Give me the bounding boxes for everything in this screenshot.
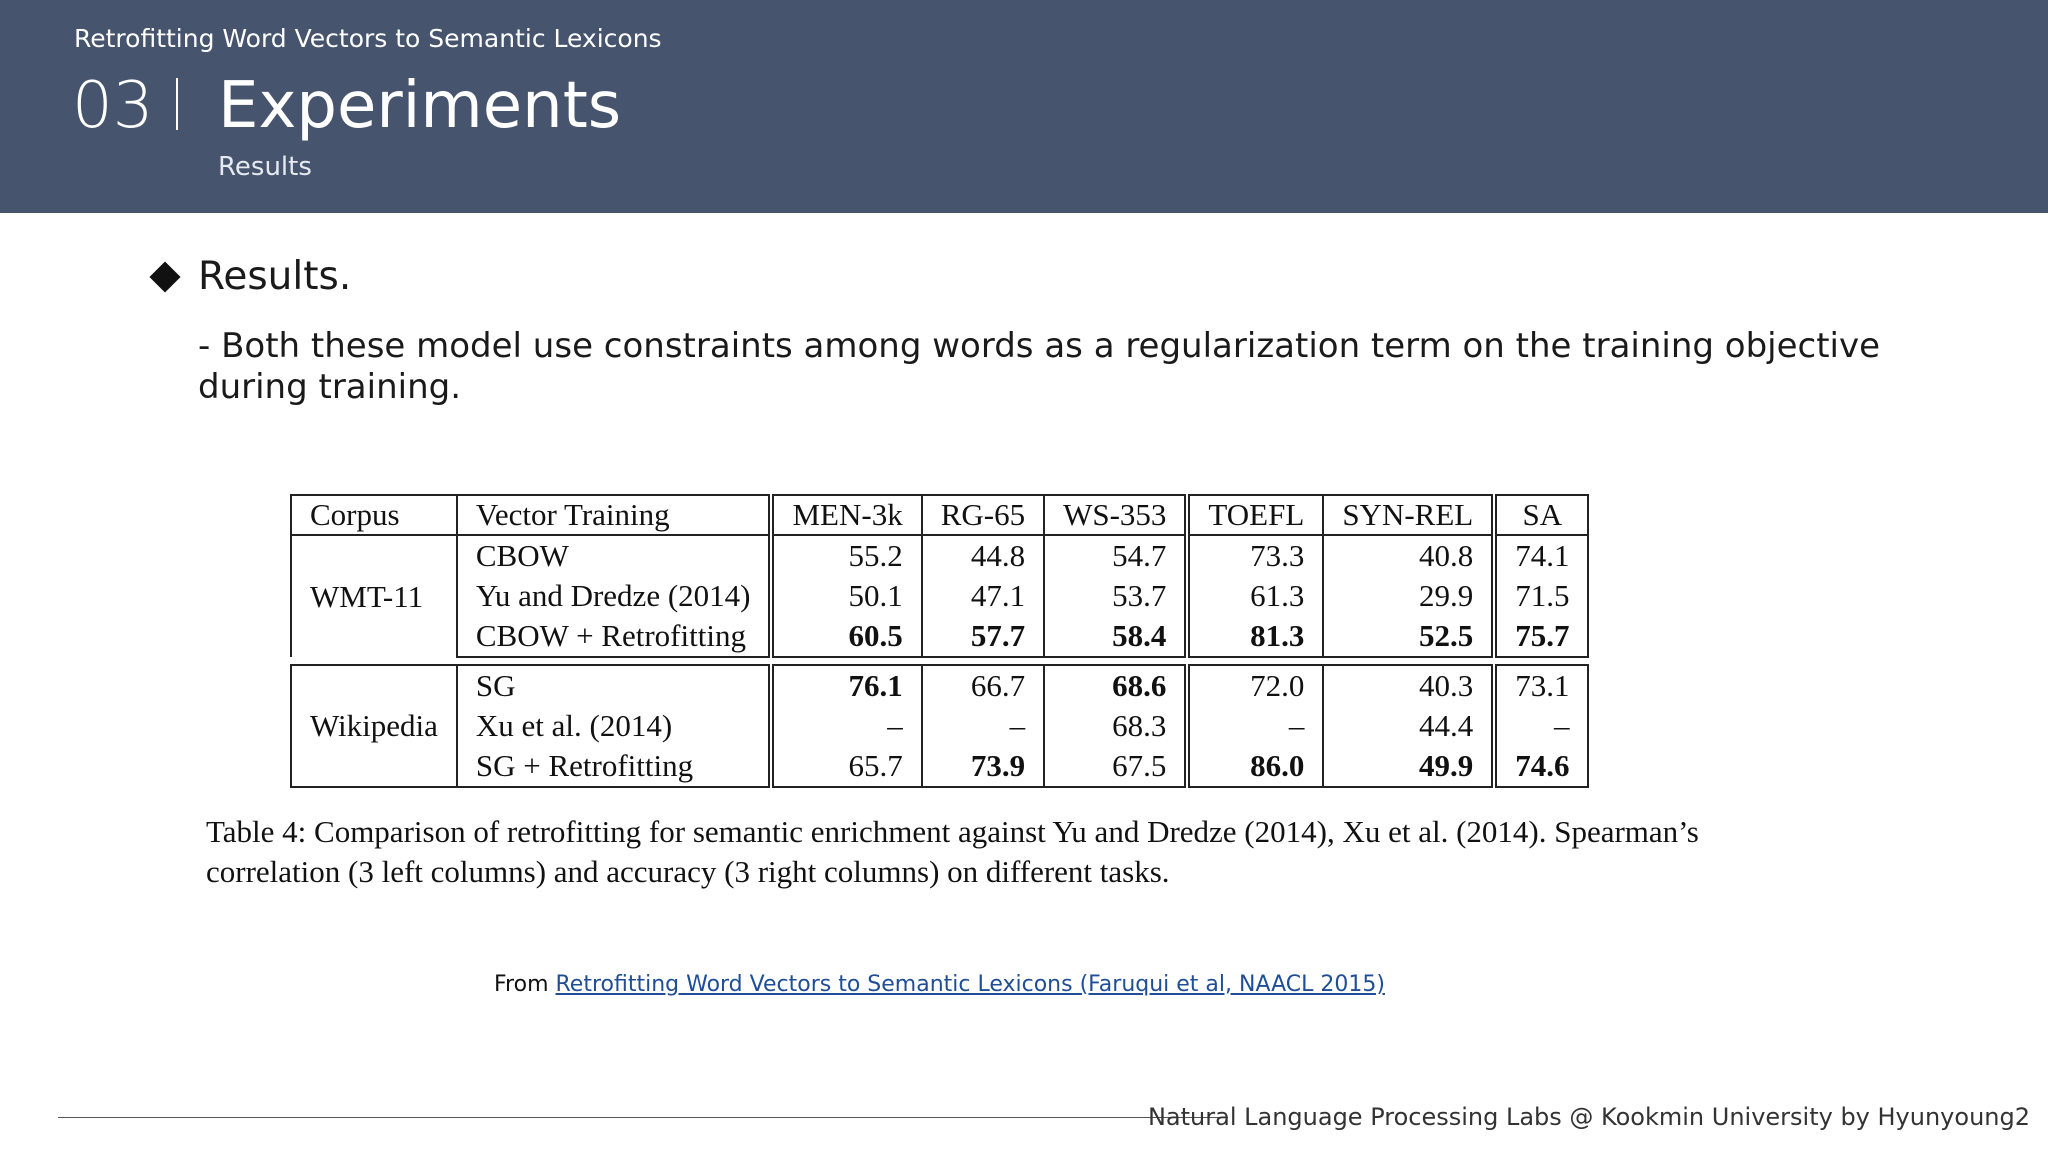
diamond-bullet-icon [149,260,181,293]
value-cell: 65.7 [768,746,922,788]
header-vector-training: Vector Training [455,494,772,536]
table-row: WMT-11 CBOW 55.2 44.8 54.7 73.3 40.8 74.… [290,535,1590,657]
value-cell: 44.8 [920,535,1045,576]
value-cell: 61.3 [1184,576,1324,616]
value-cell: 60.5 [768,616,922,658]
table-row: Wikipedia SG 76.1 66.7 68.6 72.0 40.3 73… [290,664,1590,788]
method-cell: Xu et al. (2014) [455,706,772,746]
value-cell: 72.0 [1184,664,1324,706]
table-row: CBOW + Retrofitting 60.5 57.7 58.4 81.3 … [291,616,1590,658]
deck-title: Retrofitting Word Vectors to Semantic Le… [74,24,662,53]
header-ws353: WS-353 [1043,494,1188,536]
value-cell: 55.2 [768,535,922,576]
value-cell: 44.4 [1322,706,1495,746]
value-cell: 67.5 [1043,746,1188,788]
value-cell: – [768,706,922,746]
section-subtitle: Results [218,152,312,182]
value-cell: – [920,706,1045,746]
value-cell: – [1184,706,1324,746]
section-separator [176,78,178,130]
header-men3k: MEN-3k [768,494,922,536]
value-cell: 58.4 [1043,616,1188,658]
table-header-row: Corpus Vector Training MEN-3k RG-65 WS-3… [290,494,1590,536]
header-corpus: Corpus [290,494,457,536]
section-number: 03 [72,69,154,143]
value-cell: 81.3 [1184,616,1324,658]
source-prefix: From [494,972,556,997]
value-cell: 68.3 [1043,706,1188,746]
corpus-cell: WMT-11 [290,535,457,657]
method-cell: SG [455,664,772,706]
value-cell: 86.0 [1184,746,1324,788]
table-row: Xu et al. (2014) – – 68.3 – 44.4 – [291,706,1590,746]
value-cell: 54.7 [1043,535,1188,576]
paper-link[interactable]: Retrofitting Word Vectors to Semantic Le… [555,972,1385,997]
value-cell: 74.1 [1491,535,1590,576]
value-cell: 73.3 [1184,535,1324,576]
method-cell: SG + Retrofitting [455,746,772,788]
table-row: SG + Retrofitting 65.7 73.9 67.5 86.0 49… [291,746,1590,788]
header-synrel: SYN-REL [1322,494,1495,536]
header-toefl: TOEFL [1184,494,1324,536]
value-cell: – [1491,706,1590,746]
value-cell: 49.9 [1322,746,1495,788]
table-row: Yu and Dredze (2014) 50.1 47.1 53.7 61.3… [291,576,1590,616]
method-cell: CBOW [455,535,772,576]
value-cell: 68.6 [1043,664,1188,706]
value-cell: 52.5 [1322,616,1495,658]
group-gap [291,657,1588,665]
results-table: Corpus Vector Training MEN-3k RG-65 WS-3… [290,494,1590,788]
value-cell: 29.9 [1322,576,1495,616]
value-cell: 73.1 [1491,664,1590,706]
value-cell: 57.7 [920,616,1045,658]
value-cell: 40.3 [1322,664,1495,706]
value-cell: 76.1 [768,664,922,706]
value-cell: 71.5 [1491,576,1590,616]
value-cell: 40.8 [1322,535,1495,576]
header-sa: SA [1491,494,1590,536]
footer-divider [58,1117,1228,1118]
source-citation: From Retrofitting Word Vectors to Semant… [494,972,1385,997]
table-caption: Table 4: Comparison of retrofitting for … [206,814,1699,889]
corpus-cell: Wikipedia [290,664,457,788]
value-cell: 50.1 [768,576,922,616]
bullet-text: Results. [198,254,352,299]
header-rg65: RG-65 [920,494,1045,536]
value-cell: 53.7 [1043,576,1188,616]
value-cell: 47.1 [920,576,1045,616]
value-cell: 66.7 [920,664,1045,706]
value-cell: 75.7 [1491,616,1590,658]
method-cell: CBOW + Retrofitting [455,616,772,658]
value-cell: 73.9 [920,746,1045,788]
value-cell: 74.6 [1491,746,1590,788]
section-title: Experiments [218,69,622,143]
bullet-heading: Results. [148,254,351,299]
body-text: - Both these model use constraints among… [198,326,1881,407]
footer-text: Natural Language Processing Labs @ Kookm… [1147,1103,2030,1131]
slide-header: Retrofitting Word Vectors to Semantic Le… [0,0,2048,213]
method-cell: Yu and Dredze (2014) [455,576,772,616]
